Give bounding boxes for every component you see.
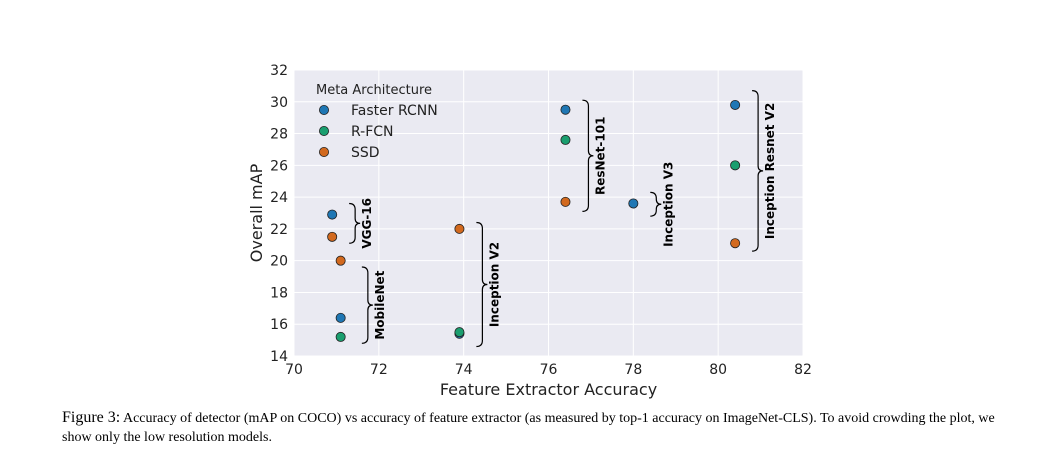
data-point-faster-rcnn [327, 209, 338, 220]
caption-text: Accuracy of detector (mAP on COCO) vs ac… [62, 411, 995, 445]
legend-label: R-FCN [351, 124, 394, 140]
y-tick-label: 22 [270, 222, 288, 238]
x-tick-label: 82 [794, 362, 812, 378]
legend-title: Meta Architecture [316, 83, 432, 98]
annotation-label: VGG-16 [360, 198, 374, 249]
figure-label: Figure 3: [62, 409, 121, 426]
x-tick-label: 74 [455, 362, 473, 378]
legend-marker [318, 105, 329, 116]
y-tick-label: 26 [270, 158, 288, 174]
annotation-label: MobileNet [373, 270, 387, 339]
brace-annotation [752, 90, 764, 252]
legend-label: Faster RCNN [351, 103, 438, 119]
x-axis-label: Feature Extractor Accuracy [440, 380, 657, 399]
data-point-ssd [327, 231, 338, 242]
y-tick-label: 24 [270, 190, 288, 206]
data-point-ssd [335, 255, 346, 266]
data-point-ssd [560, 196, 571, 207]
annotation-label: ResNet-101 [593, 117, 607, 195]
data-point-ssd [454, 223, 465, 234]
scatter-chart: 70 72 74 76 78 80 82 14 16 18 20 22 24 26 28 30 32 Featur… [247, 63, 812, 399]
brace-annotation [650, 191, 662, 217]
data-point-faster-rcnn [335, 312, 346, 323]
brace-annotation [582, 99, 594, 213]
legend-marker [318, 126, 329, 137]
data-point-r-fcn [454, 327, 465, 338]
data-point-r-fcn [730, 160, 741, 171]
y-tick-label: 18 [270, 285, 288, 301]
data-point-faster-rcnn [730, 99, 741, 110]
x-tick-label: 78 [624, 362, 642, 378]
annotation-label: Inception Resnet V2 [763, 103, 777, 239]
data-point-r-fcn [335, 331, 346, 342]
x-tick-label: 80 [709, 362, 727, 378]
y-tick-label: 32 [270, 63, 288, 79]
x-tick-label: 70 [285, 362, 303, 378]
figure-caption: Figure 3: Accuracy of detector (mAP on C… [62, 408, 1022, 447]
annotation-label: Inception V2 [487, 242, 501, 327]
y-tick-label: 20 [270, 254, 288, 270]
data-point-faster-rcnn [628, 198, 639, 209]
x-tick-label: 76 [540, 362, 558, 378]
x-tick-label: 72 [370, 362, 388, 378]
legend-label: SSD [351, 145, 380, 161]
y-tick-label: 14 [270, 349, 288, 365]
legend-marker [318, 146, 329, 157]
y-axis-label: Overall mAP [247, 163, 266, 262]
y-tick-label: 16 [270, 317, 288, 333]
data-point-r-fcn [560, 134, 571, 145]
data-point-faster-rcnn [560, 104, 571, 115]
y-tick-label: 28 [270, 127, 288, 143]
y-tick-label: 30 [270, 95, 288, 111]
annotation-label: Inception V3 [661, 162, 675, 247]
data-point-ssd [730, 238, 741, 249]
